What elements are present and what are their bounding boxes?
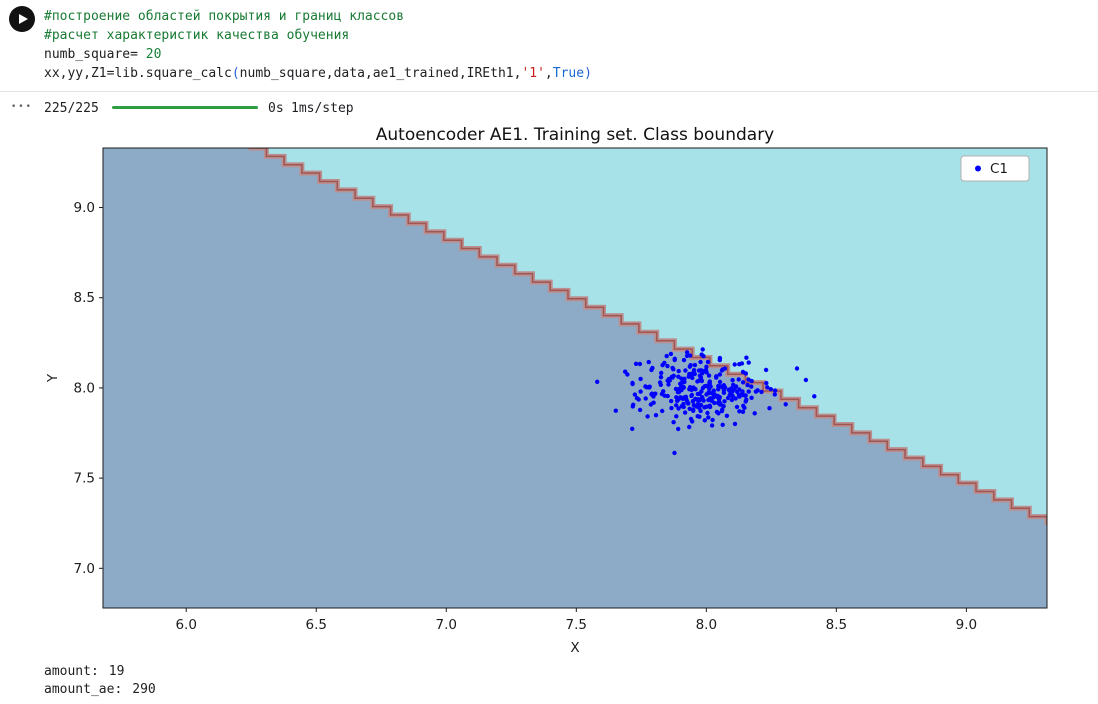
code-token: #построение областей покрытия и границ к… bbox=[44, 9, 405, 24]
legend-label: C1 bbox=[990, 161, 1008, 177]
code-line[interactable]: xx,yy,Z1=lib.square_calc(numb_square,dat… bbox=[44, 64, 592, 83]
legend-box bbox=[960, 155, 1030, 182]
code-token: '1' bbox=[521, 66, 545, 81]
chart-title: Autoencoder AE1. Training set. Class bou… bbox=[376, 125, 775, 145]
code-token: numb_square,data,ae1_trained,IREth1, bbox=[239, 66, 522, 81]
y-tick-label: 9.0 bbox=[74, 200, 95, 216]
result-line: amount_ae: 290 bbox=[44, 681, 156, 699]
run-cell-button[interactable] bbox=[9, 6, 35, 32]
y-tick-label: 8.5 bbox=[74, 290, 95, 306]
result-value: 290 bbox=[132, 682, 156, 697]
result-line: amount: 19 bbox=[44, 663, 156, 681]
y-axis-label: Y bbox=[45, 373, 61, 383]
code-token: 20 bbox=[145, 47, 162, 62]
code-token: xx,yy,Z1=lib.square_calc bbox=[44, 66, 232, 81]
y-tick-label: 7.0 bbox=[74, 561, 95, 577]
result-label: amount_ae: bbox=[44, 682, 123, 697]
x-tick-label: 6.0 bbox=[175, 617, 196, 633]
code-line[interactable]: #построение областей покрытия и границ к… bbox=[44, 7, 592, 26]
progress-counter: 225/225 bbox=[44, 101, 99, 116]
result-label: amount: bbox=[44, 664, 99, 679]
output-more-icon[interactable]: ••• bbox=[11, 102, 33, 112]
x-tick-label: 7.5 bbox=[566, 617, 587, 633]
code-lines[interactable]: #построение областей покрытия и границ к… bbox=[44, 7, 592, 83]
code-token: , bbox=[544, 66, 553, 81]
progress-bar bbox=[112, 106, 258, 109]
scatter-series-c1 bbox=[595, 347, 817, 456]
x-tick-label: 8.0 bbox=[696, 617, 717, 633]
code-token: True bbox=[552, 66, 585, 81]
x-tick-label: 6.5 bbox=[306, 617, 327, 633]
code-token: #расчет характеристик качества обучения bbox=[44, 28, 350, 43]
x-tick-label: 7.0 bbox=[436, 617, 457, 633]
x-tick-label: 8.5 bbox=[826, 617, 847, 633]
code-token: ( bbox=[231, 66, 240, 81]
y-tick-label: 8.0 bbox=[74, 380, 95, 396]
y-tick-label: 7.5 bbox=[74, 471, 95, 487]
class-boundary-core bbox=[248, 148, 1047, 525]
region-background bbox=[248, 148, 1047, 525]
axes-spines bbox=[102, 147, 1048, 609]
code-line[interactable]: numb_square= 20 bbox=[44, 45, 592, 64]
progress-duration: 0s bbox=[268, 101, 284, 116]
code-line[interactable]: #расчет характеристик качества обучения bbox=[44, 26, 592, 45]
code-token: ) bbox=[584, 66, 592, 81]
progress-rate: 1ms/step bbox=[291, 101, 354, 116]
x-tick-label: 9.0 bbox=[956, 617, 977, 633]
code-token: numb_square= bbox=[44, 47, 146, 62]
play-icon bbox=[18, 14, 28, 24]
printed-results: amount: 19 amount_ae: 290 bbox=[44, 663, 156, 699]
result-value: 19 bbox=[108, 664, 125, 679]
cell-output-divider bbox=[0, 91, 1098, 92]
x-axis-label: X bbox=[570, 640, 579, 656]
legend: C1 bbox=[960, 155, 1030, 182]
legend-marker bbox=[975, 165, 981, 172]
